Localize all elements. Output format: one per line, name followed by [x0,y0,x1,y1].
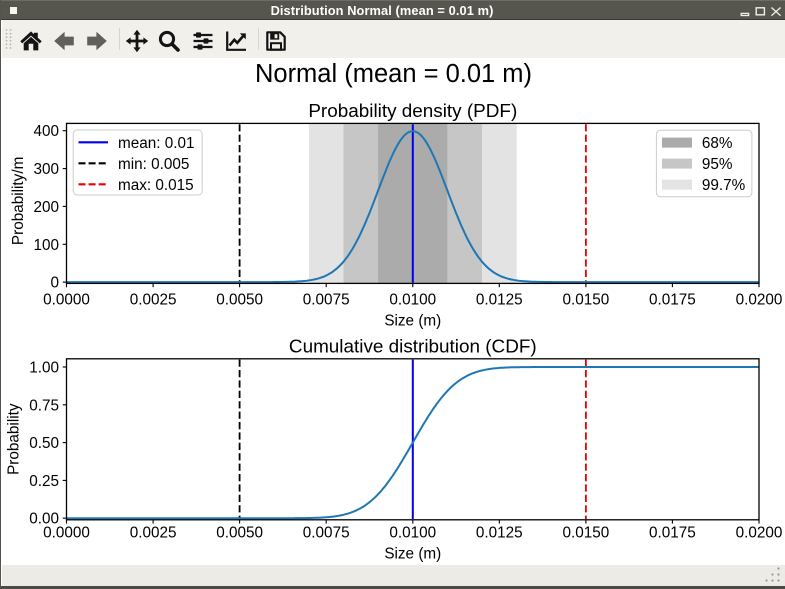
svg-text:Normal (mean = 0.01 m): Normal (mean = 0.01 m) [255,60,532,88]
svg-text:200: 200 [33,199,59,216]
svg-text:0.75: 0.75 [29,397,59,414]
svg-text:Probability: Probability [5,403,22,475]
svg-text:0.0075: 0.0075 [303,291,350,308]
svg-text:300: 300 [33,161,59,178]
svg-text:100: 100 [33,237,59,254]
svg-text:Probability density (PDF): Probability density (PDF) [308,101,517,122]
svg-text:95%: 95% [702,156,733,173]
svg-text:0.0100: 0.0100 [389,524,436,541]
svg-text:mean: 0.01: mean: 0.01 [118,135,195,152]
svg-text:1.00: 1.00 [29,360,59,377]
svg-text:Size (m): Size (m) [384,546,441,563]
svg-text:0.00: 0.00 [29,511,59,528]
svg-text:0.0150: 0.0150 [563,291,610,308]
svg-text:0.0050: 0.0050 [216,291,263,308]
svg-text:0.0175: 0.0175 [649,291,696,308]
svg-text:0.0075: 0.0075 [303,524,350,541]
svg-text:400: 400 [33,123,59,140]
svg-text:0.0050: 0.0050 [216,524,263,541]
svg-text:0.0025: 0.0025 [130,524,177,541]
svg-text:0.0000: 0.0000 [43,291,90,308]
svg-text:max: 0.015: max: 0.015 [118,177,194,194]
svg-text:0.0125: 0.0125 [476,524,523,541]
svg-text:99.7%: 99.7% [702,177,746,194]
svg-text:0.0000: 0.0000 [43,524,90,541]
svg-text:0.0150: 0.0150 [563,524,610,541]
svg-text:0.25: 0.25 [29,473,59,490]
svg-text:0.0025: 0.0025 [130,291,177,308]
svg-text:68%: 68% [702,135,733,152]
svg-text:0.0175: 0.0175 [649,524,696,541]
svg-text:Cumulative distribution (CDF): Cumulative distribution (CDF) [289,336,537,357]
svg-text:Size (m): Size (m) [384,313,441,330]
svg-text:min: 0.005: min: 0.005 [118,156,189,173]
svg-text:0.0200: 0.0200 [736,524,783,541]
svg-text:0.0100: 0.0100 [389,291,436,308]
svg-text:0: 0 [50,275,59,292]
svg-text:0.50: 0.50 [29,435,59,452]
svg-text:Probability/m: Probability/m [10,157,27,245]
svg-text:0.0200: 0.0200 [736,291,783,308]
svg-text:0.0125: 0.0125 [476,291,523,308]
